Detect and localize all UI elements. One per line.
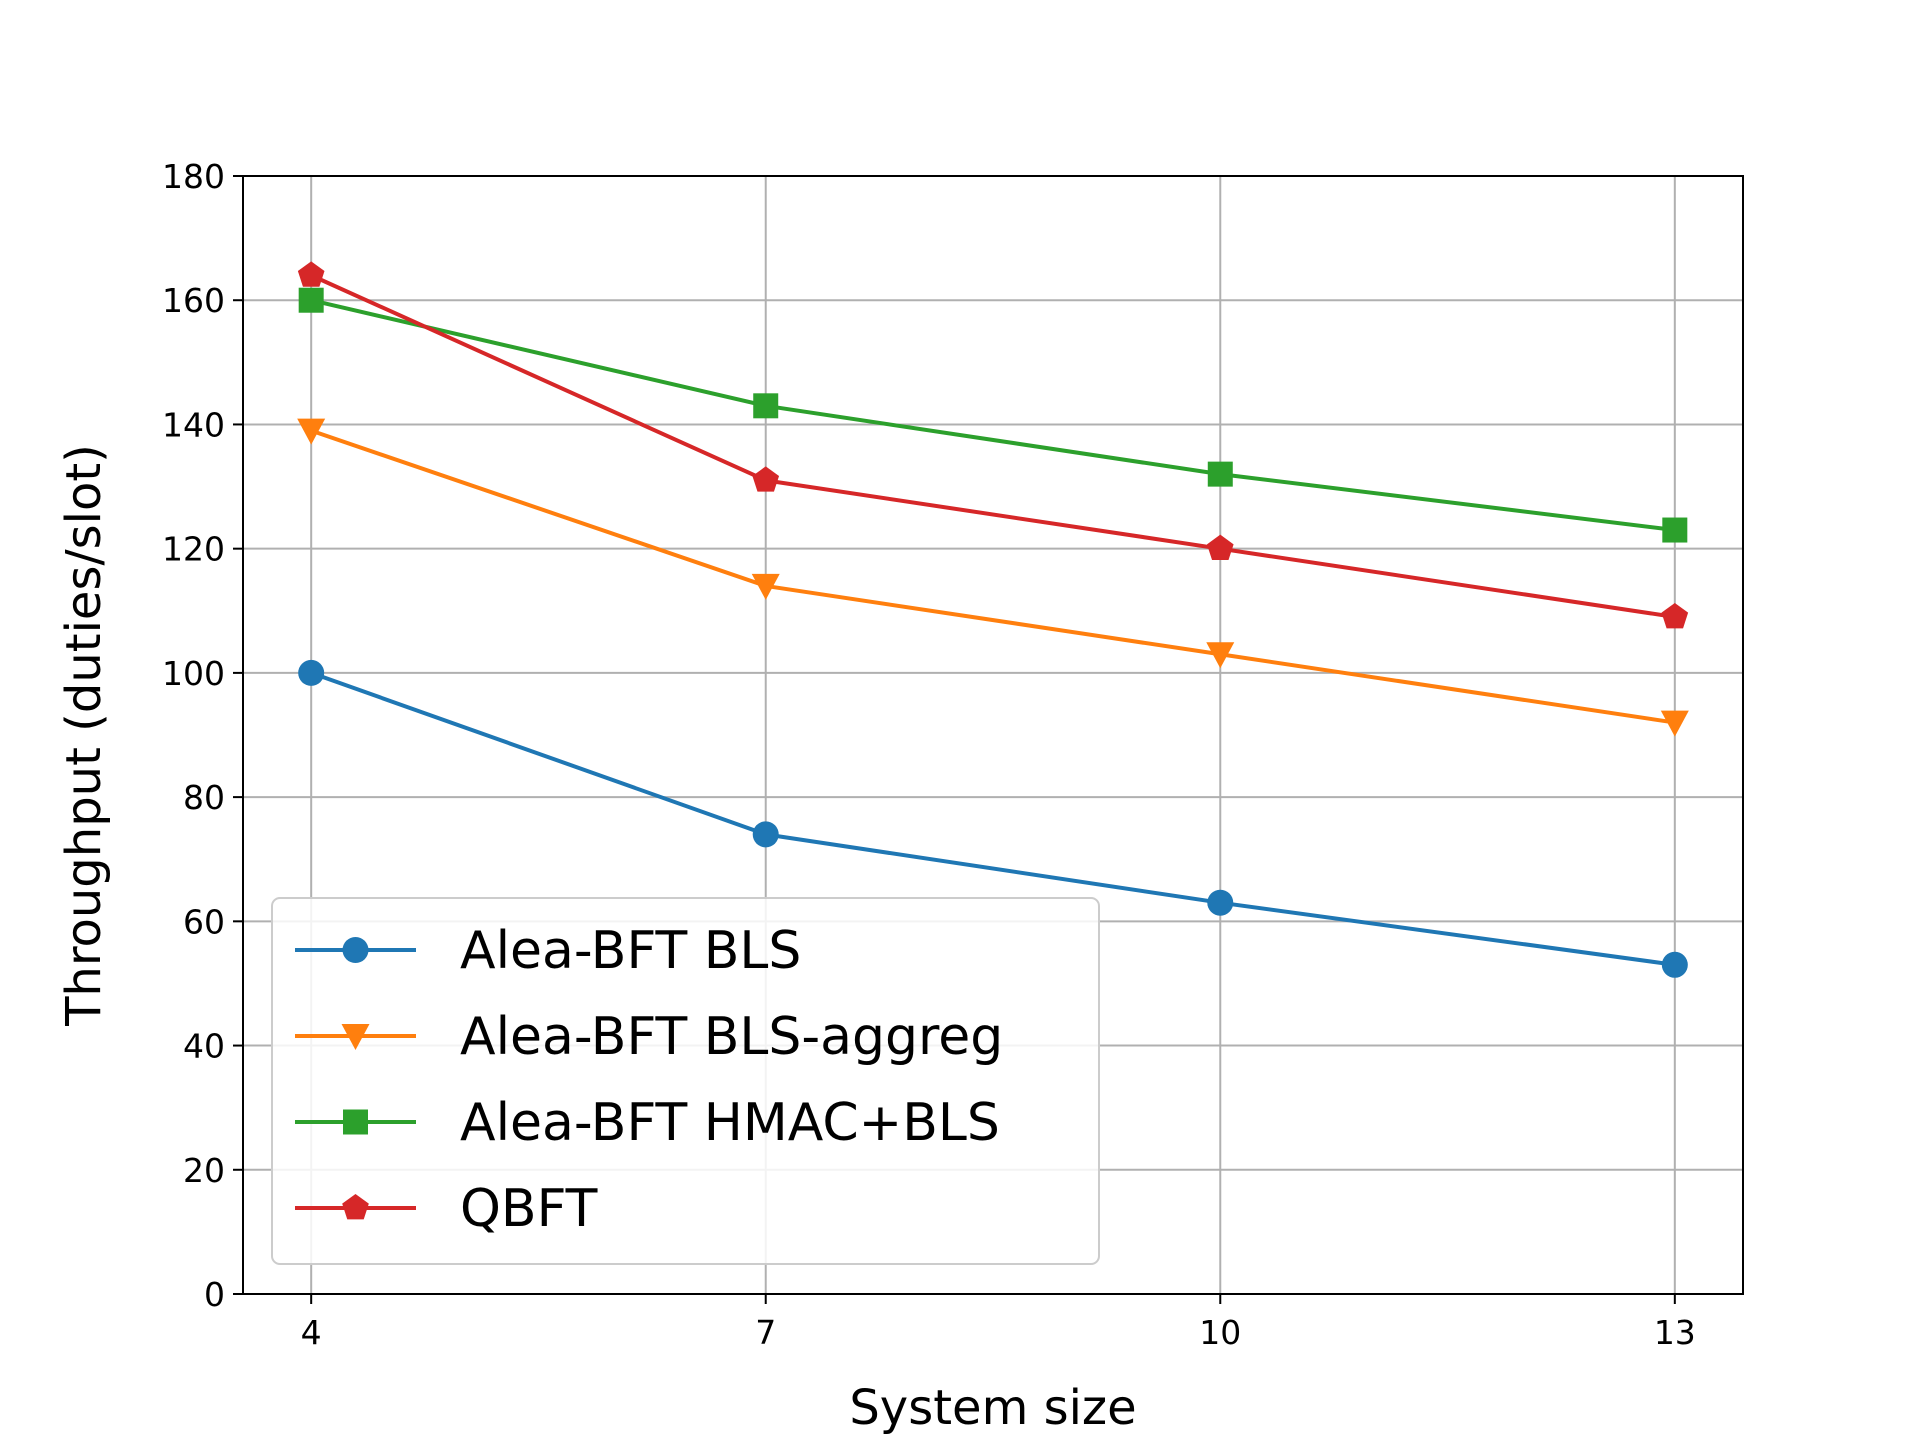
legend-marker [343,1109,368,1135]
y-tick-label: 120 [162,530,225,569]
y-tick-label: 0 [204,1275,225,1314]
y-tick-label: 140 [162,405,225,444]
ticks: 4 7 10 13 0 20 40 60 80 100 120 140 160 180 [162,157,1696,1352]
data-point [298,659,325,686]
series-line [310,298,1676,533]
y-axis-title: Throughput (duties/slot) [56,444,112,1027]
data-point [1207,461,1233,487]
y-tick-label: 60 [183,902,225,941]
legend-label: QBFT [460,1179,598,1239]
legend-label: Alea-BFT HMAC+BLS [460,1093,1000,1153]
legend-marker [341,1024,370,1050]
x-tick-label: 10 [1199,1313,1241,1352]
legend-marker [342,937,369,963]
legend-entry: QBFT [295,1179,598,1239]
data-point [751,573,780,600]
data-point [1661,951,1688,978]
data-point [298,287,324,313]
series-line [310,671,1676,967]
x-tick-label: 4 [301,1313,322,1352]
series-layer [297,261,1689,978]
legend: Alea-BFT BLS Alea-BFT BLS-aggreg Alea-BFT … [271,897,1100,1265]
y-tick-label: 160 [162,281,225,320]
series-line [310,273,1676,619]
data-point [1662,517,1688,543]
data-point [297,418,326,445]
data-point [753,393,779,419]
data-point [752,466,780,492]
y-tick-label: 180 [162,157,225,196]
y-tick-label: 40 [183,1027,225,1066]
plot-frame [242,175,1744,1295]
data-point [1207,889,1234,916]
legend-entry: Alea-BFT HMAC+BLS [295,1093,1000,1153]
data-point [1206,642,1235,669]
series-0 [298,659,1688,978]
legend-marker [342,1194,369,1220]
y-tick-label: 80 [183,778,225,817]
data-point [1661,602,1689,629]
series-3 [297,261,1689,629]
y-tick-label: 20 [183,1151,225,1190]
x-tick-label: 13 [1654,1313,1696,1352]
data-point [297,261,325,287]
data-point [752,821,779,848]
series-2 [298,287,1688,543]
series-line [310,428,1676,725]
x-axis-title: System size [849,1380,1136,1436]
legend-entry: Alea-BFT BLS-aggreg [295,1007,1003,1067]
legend-label: Alea-BFT BLS-aggreg [460,1007,1003,1067]
legend-label: Alea-BFT BLS [460,921,801,981]
y-tick-label: 100 [162,654,225,693]
data-point [1206,534,1234,560]
legend-box [271,897,1100,1265]
data-point [1660,710,1689,737]
series-1 [297,418,1689,737]
x-tick-label: 7 [755,1313,776,1352]
legend-entry: Alea-BFT BLS [295,921,801,981]
